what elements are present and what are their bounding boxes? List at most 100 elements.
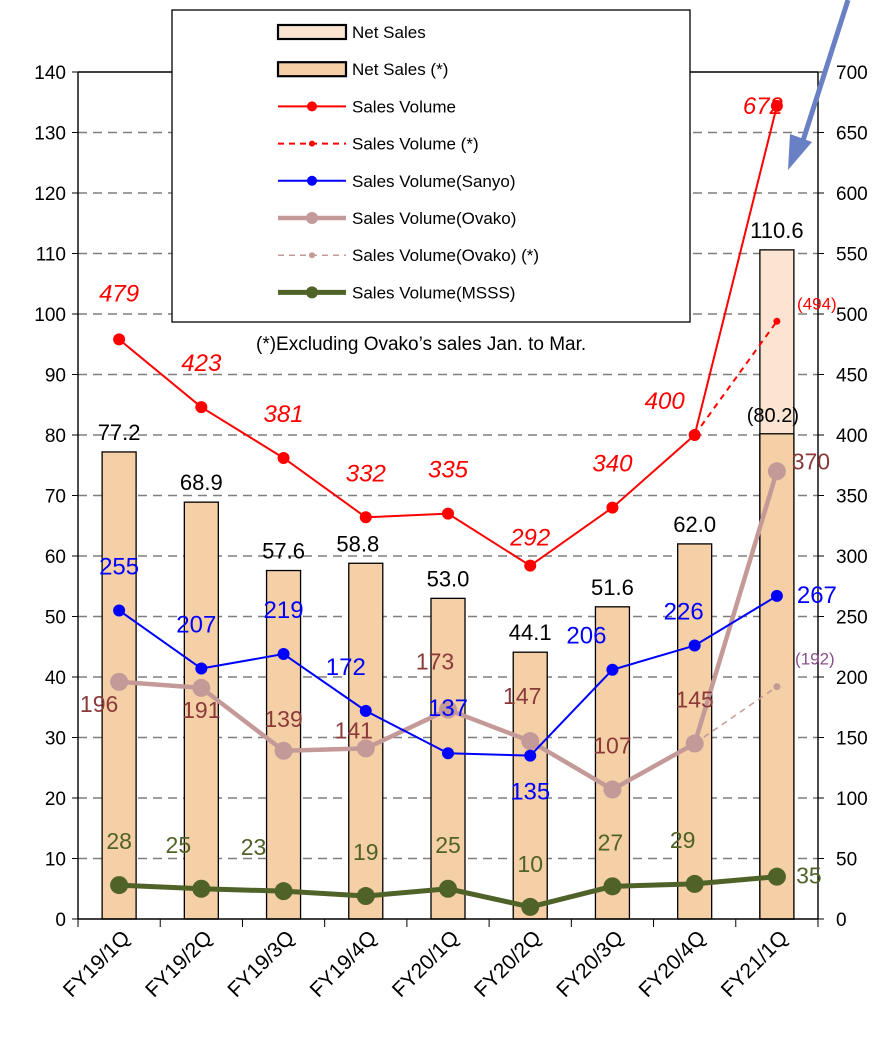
right-tick-label: 350 [836, 487, 868, 508]
sanyo-point [688, 639, 701, 652]
left-tick-label: 130 [34, 124, 66, 145]
right-tick-label: 0 [836, 910, 847, 931]
x-tick-label: FY20/1Q [388, 926, 464, 1002]
arrow-down-left-icon [788, 0, 851, 170]
right-tick-label: 650 [836, 124, 868, 145]
vol-label: 400 [645, 388, 686, 415]
data-labels: 77.2 68.9 57.6 58.8 53.0 44.1 51.6 62.0 110.6 479… [80, 93, 837, 889]
ovako-point [192, 678, 211, 697]
msss-label: 28 [106, 828, 132, 854]
left-tick-label: 20 [45, 789, 66, 810]
msss-label: 29 [670, 827, 696, 853]
sanyo-label: 206 [566, 623, 606, 650]
left-tick-label: 10 [45, 850, 66, 871]
volume-excl-line [693, 320, 778, 436]
net-sales-label: 58.8 [336, 531, 379, 556]
legend-marker-sanyo [307, 175, 317, 186]
volume-point [113, 333, 126, 346]
volume-point [688, 429, 701, 441]
volume-point [524, 559, 537, 572]
ovako-label: 147 [503, 683, 541, 709]
ovako-label: 145 [675, 687, 713, 713]
left-tick-label: 50 [45, 608, 66, 629]
x-tick-label: FY19/1Q [59, 926, 135, 1002]
sanyo-point [606, 663, 619, 676]
left-tick-label: 100 [34, 305, 66, 326]
sanyo-point [770, 589, 783, 602]
net-sales-label: 110.6 [750, 218, 803, 243]
ovako-point [274, 741, 293, 760]
ovako-label: 173 [416, 649, 454, 675]
left-tick-label: 0 [55, 910, 66, 931]
ovako-point [767, 462, 786, 481]
sanyo-point [195, 662, 208, 675]
footnote: (*)Excluding Ovako’s sales Jan. to Mar. [256, 334, 586, 355]
net-sales-label: 77.2 [98, 420, 141, 445]
msss-label: 35 [796, 863, 822, 889]
left-tick-label: 110 [36, 245, 66, 266]
ovako-label: 107 [593, 733, 631, 759]
net-sales-label: 51.6 [591, 575, 634, 600]
sanyo-label: 226 [664, 599, 704, 626]
vol-label: 381 [264, 401, 304, 428]
sanyo-point [524, 749, 537, 762]
left-tick-label: 60 [45, 547, 66, 568]
ovako-point [110, 672, 129, 691]
msss-label: 23 [241, 834, 267, 860]
x-tick-label: FY19/4Q [306, 926, 382, 1002]
net-sales-excl-label: (80.2) [747, 405, 799, 427]
msss-point [521, 897, 540, 916]
legend-label-ovako_x: Sales Volume(Ovako) (*) [352, 246, 539, 265]
vol-label: 340 [592, 451, 633, 478]
legend-marker-vol [307, 101, 317, 112]
legend-label-ovako: Sales Volume(Ovako) [352, 209, 516, 228]
left-tick-label: 120 [34, 184, 66, 205]
legend-label-net_sales_x: Net Sales (*) [352, 60, 448, 79]
vol-label: 292 [509, 525, 550, 552]
msss-point [274, 882, 293, 901]
ovako-point [356, 739, 375, 758]
sanyo-label: 135 [510, 779, 550, 806]
bar-net-sales [183, 501, 219, 920]
legend-swatch-net_sales_x [276, 61, 348, 78]
ovako-excl-point [773, 683, 781, 691]
net-sales-label: 53.0 [427, 566, 470, 591]
sanyo-label: 172 [326, 654, 366, 681]
right-tick-label: 400 [836, 426, 868, 447]
net-sales-label: 62.0 [673, 512, 716, 537]
vol-label: 335 [428, 457, 469, 484]
msss-point [767, 867, 786, 886]
right-tick-label: 250 [836, 608, 868, 629]
volume-excl-label: (494) [797, 294, 837, 313]
legend-label-vol_x: Sales Volume (*) [352, 135, 479, 154]
legend-label-net_sales: Net Sales [352, 23, 426, 42]
volume-point [770, 99, 783, 112]
x-tick-label: FY19/2Q [141, 926, 217, 1002]
legend-marker-ovako [306, 212, 318, 224]
right-tick-label: 150 [836, 729, 868, 750]
x-tick-label: FY20/3Q [552, 926, 628, 1002]
x-tick-label: FY20/2Q [470, 926, 546, 1002]
legend-marker-msss [306, 286, 318, 299]
net-sales-label: 68.9 [180, 470, 223, 495]
ovako-point [521, 732, 540, 751]
volume-point [442, 507, 454, 520]
sanyo-label: 207 [176, 612, 216, 639]
left-tick-label: 80 [45, 426, 66, 447]
legend-marker-ovako_x [309, 252, 315, 259]
x-tick-label: FY20/4Q [635, 926, 711, 1002]
bar-net-sales [512, 651, 548, 920]
right-tick-label: 700 [836, 63, 868, 84]
x-tick-label: FY19/3Q [223, 926, 299, 1002]
volume-excl-point [773, 317, 781, 325]
bar-net-sales-excl [759, 433, 795, 920]
series-lines [110, 99, 786, 916]
right-tick-label: 300 [836, 547, 868, 568]
vol-label: 479 [99, 280, 139, 307]
left-tick-label: 70 [45, 487, 66, 508]
left-tick-label: 40 [45, 668, 66, 689]
sanyo-point [277, 648, 290, 661]
msss-point [110, 876, 129, 895]
msss-label: 27 [598, 829, 624, 855]
